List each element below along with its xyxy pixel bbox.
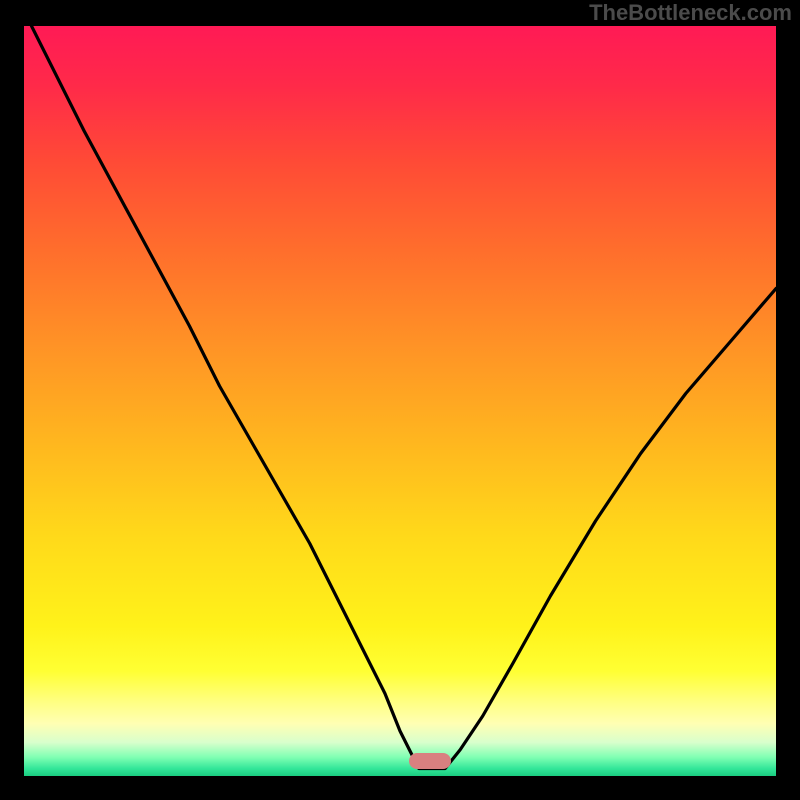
plot-svg: [24, 26, 776, 776]
gradient-background: [24, 26, 776, 776]
optimal-marker: [409, 753, 451, 769]
chart-frame: TheBottleneck.com: [0, 0, 800, 800]
watermark-text: TheBottleneck.com: [589, 0, 792, 26]
plot-area: [24, 26, 776, 776]
optimal-marker-pill: [409, 753, 451, 769]
